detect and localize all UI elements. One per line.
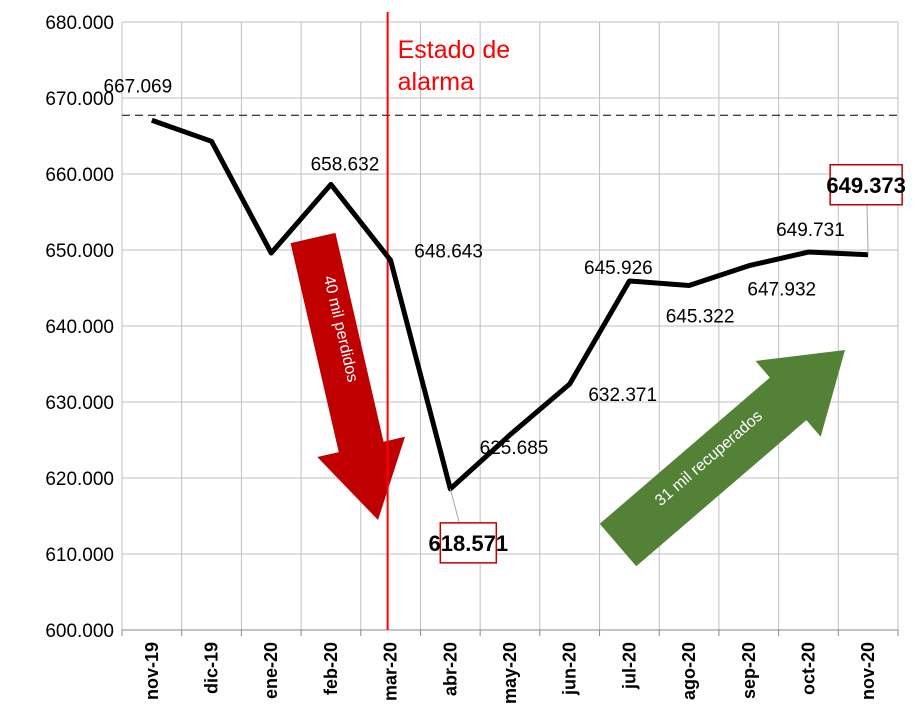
x-tick-label: dic-19 [202,642,222,694]
data-label: 645.926 [584,258,653,279]
data-label: 649.731 [776,220,845,241]
gain-arrow [599,350,845,567]
x-tick-label: jun-20 [560,642,580,696]
label-box [829,164,903,206]
y-tick-label: 660.000 [45,165,114,186]
data-label: 649.373 [826,173,906,198]
x-tick-label: nov-19 [142,642,162,700]
y-tick-label: 650.000 [45,241,114,262]
data-label: 645.322 [666,307,735,328]
x-tick-label: may-20 [500,642,520,704]
y-tick-label: 640.000 [45,317,114,338]
x-tick-label: abr-20 [440,642,460,696]
data-label: 648.643 [414,241,483,262]
y-tick-label: 680.000 [45,13,114,34]
y-tick-label: 600.000 [45,621,114,642]
y-tick-label: 620.000 [45,469,114,490]
x-tick-label: oct-20 [798,642,818,695]
data-label: 625.685 [480,438,549,459]
x-tick-label: mar-20 [381,642,401,701]
x-tick-label: ene-20 [261,642,281,699]
data-label: 632.371 [588,385,657,406]
data-label: 647.932 [747,280,816,301]
event-label: Estado de [398,36,511,64]
loss-arrow [290,232,406,520]
x-tick-label: sep-20 [739,642,759,699]
y-tick-label: 610.000 [45,545,114,566]
data-line [151,117,869,492]
y-tick-label: 630.000 [45,393,114,414]
x-tick-label: feb-20 [321,642,341,695]
y-tick-label: 670.000 [45,89,114,110]
label-box [439,522,498,564]
event-label: alarma [398,68,475,96]
data-label: 618.571 [429,531,509,556]
data-label: 658.632 [311,154,380,175]
data-label: 667.069 [104,76,173,97]
x-tick-label: nov-20 [858,642,878,700]
x-tick-label: jul-20 [619,642,639,690]
x-tick-label: ago-20 [679,642,699,700]
